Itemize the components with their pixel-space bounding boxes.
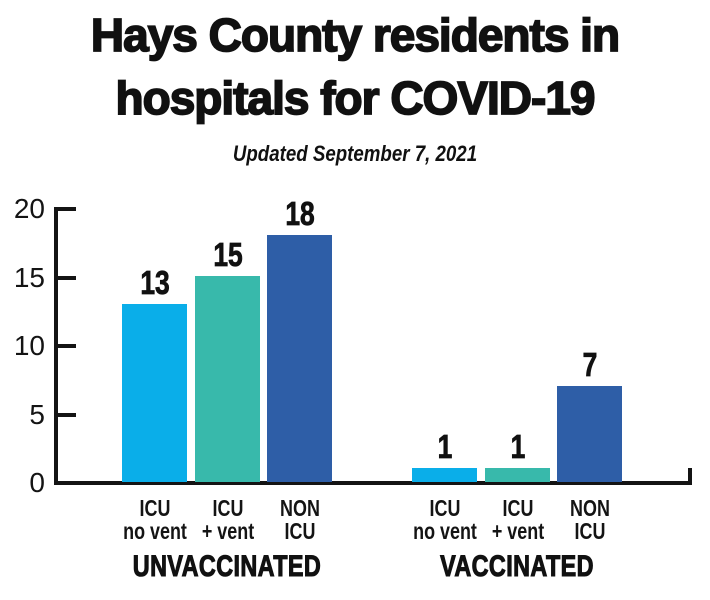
category-label-line: ICU xyxy=(139,495,170,521)
chart-title-line1: Hays County residents in xyxy=(90,8,621,62)
bar-vaccinated-icu-no-vent xyxy=(412,468,477,482)
y-tick-label-15: 15 xyxy=(13,261,45,293)
category-label-line: + vent xyxy=(201,518,254,544)
bar-value-unvaccinated-icu-no-vent: 13 xyxy=(139,264,170,301)
bar-unvaccinated-icu-no-vent xyxy=(122,304,187,482)
y-tick-label-0: 0 xyxy=(29,467,45,498)
category-label-line: NON xyxy=(279,495,320,521)
category-label-line: + vent xyxy=(491,518,544,544)
bar-value-unvaccinated-non-icu: 18 xyxy=(284,195,315,232)
y-tick-mark-5 xyxy=(54,412,76,417)
bar-value-vaccinated-icu-no-vent: 1 xyxy=(437,428,452,465)
chart-title: Hays County residents in hospitals for C… xyxy=(0,4,710,130)
category-label-line: no vent xyxy=(412,518,477,544)
group-label-vaccinated: VACCINATED xyxy=(440,550,594,583)
bar-value-unvaccinated-icu-vent: 15 xyxy=(212,236,243,273)
chart-title-line2: hospitals for COVID-19 xyxy=(115,71,597,125)
bar-vaccinated-non-icu xyxy=(557,386,622,482)
category-label-line: ICU xyxy=(284,518,315,544)
category-label-unvaccinated-icu-no-vent: ICU no vent xyxy=(108,497,202,543)
chart-subtitle: Updated September 7, 2021 xyxy=(232,141,478,166)
y-tick-mark-10 xyxy=(54,344,76,348)
bar-unvaccinated-non-icu xyxy=(267,235,332,482)
category-label-line: ICU xyxy=(574,518,605,544)
y-tick-mark-20 xyxy=(54,207,76,211)
y-tick-mark-15 xyxy=(54,275,76,280)
group-label-unvaccinated: UNVACCINATED xyxy=(132,550,322,583)
x-axis-line xyxy=(54,481,692,485)
bar-value-vaccinated-icu-vent: 1 xyxy=(510,428,525,465)
y-tick-label-10: 10 xyxy=(13,330,45,361)
y-tick-label-20: 20 xyxy=(13,193,45,224)
category-label-vaccinated-icu-no-vent: ICU no vent xyxy=(398,497,492,543)
category-label-unvaccinated-icu-vent: ICU + vent xyxy=(181,497,275,543)
category-label-vaccinated-non-icu: NON ICU xyxy=(543,497,637,543)
bar-vaccinated-icu-vent xyxy=(485,468,550,482)
category-label-line: ICU xyxy=(212,495,243,521)
category-label-line: no vent xyxy=(122,518,187,544)
y-tick-label-5: 5 xyxy=(29,398,45,430)
category-label-line: ICU xyxy=(429,495,460,521)
x-axis-end-tick xyxy=(688,468,692,485)
bar-unvaccinated-icu-vent xyxy=(195,276,260,482)
category-label-unvaccinated-non-icu: NON ICU xyxy=(253,497,347,543)
bar-value-vaccinated-non-icu: 7 xyxy=(582,346,597,383)
category-label-line: NON xyxy=(569,495,610,521)
category-label-vaccinated-icu-vent: ICU + vent xyxy=(471,497,565,543)
category-label-line: ICU xyxy=(502,495,533,521)
